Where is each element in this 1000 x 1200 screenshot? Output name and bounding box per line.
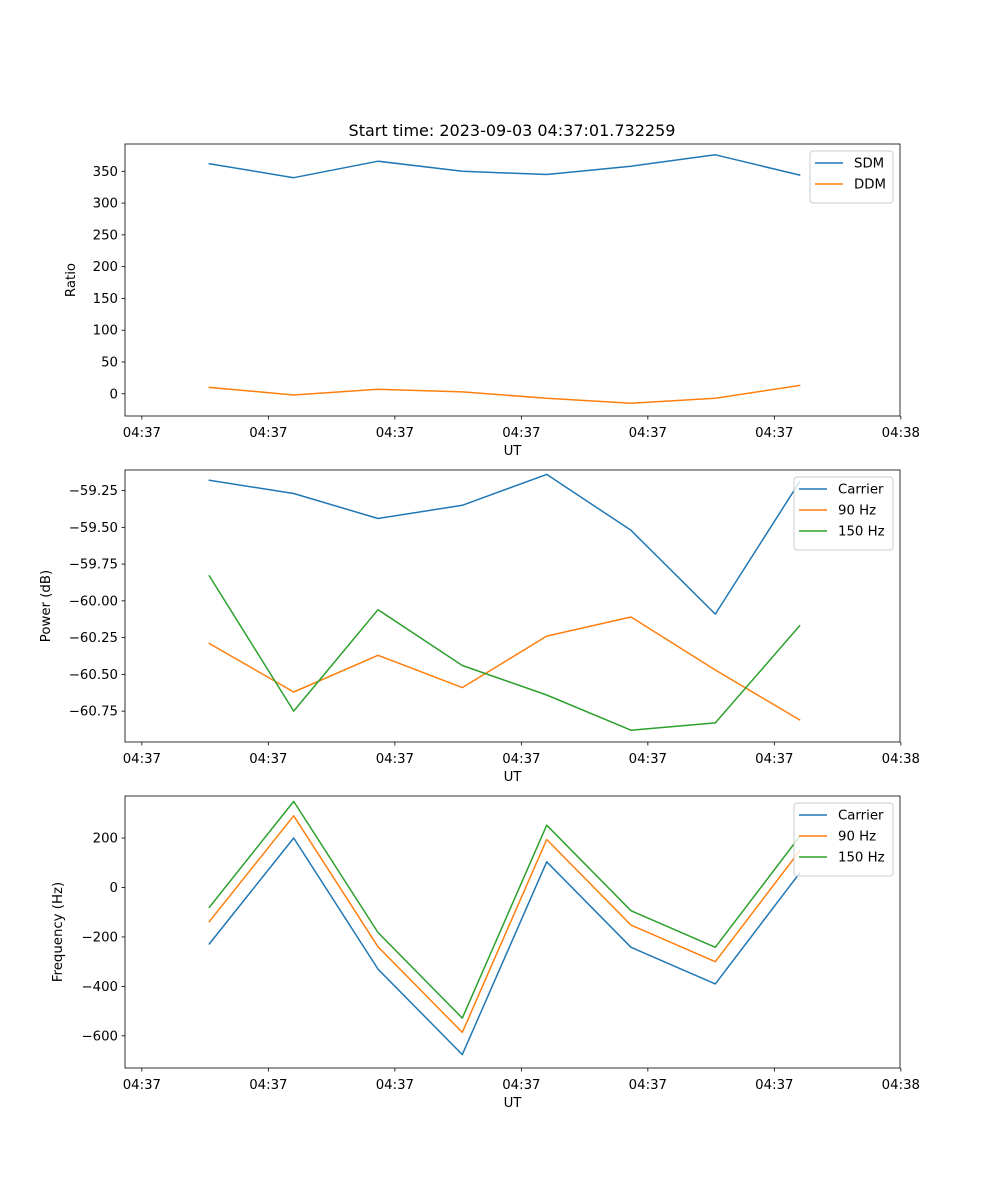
y-axis-label: Ratio bbox=[64, 263, 79, 297]
x-tick-label: 04:37 bbox=[249, 426, 287, 441]
y-axis-label: Power (dB) bbox=[39, 570, 54, 642]
series-line-ddm bbox=[208, 384, 801, 405]
series-line-150-hz bbox=[208, 800, 801, 1019]
x-tick-label: 04:37 bbox=[123, 752, 161, 767]
series-line-90-hz bbox=[208, 616, 801, 721]
x-axis-label: UT bbox=[504, 1096, 523, 1111]
x-tick-label: 04:37 bbox=[629, 752, 667, 767]
y-tick-label: −59.25 bbox=[69, 484, 118, 499]
x-tick-label: 04:37 bbox=[502, 1078, 540, 1093]
x-axis-label: UT bbox=[504, 444, 523, 459]
x-tick-label: 04:37 bbox=[376, 1078, 414, 1093]
x-tick-label: 04:37 bbox=[755, 426, 793, 441]
legend-label: Carrier bbox=[838, 483, 884, 498]
y-axis-label: Frequency (Hz) bbox=[51, 882, 66, 982]
x-tick-label: 04:37 bbox=[629, 1078, 667, 1093]
legend-label: 150 Hz bbox=[838, 851, 885, 866]
x-tick-label: 04:38 bbox=[882, 426, 920, 441]
x-tick-label: 04:37 bbox=[123, 1078, 161, 1093]
series-line-sdm bbox=[208, 154, 801, 179]
x-axis-label: UT bbox=[504, 770, 523, 785]
y-tick-label: 0 bbox=[110, 387, 118, 402]
y-tick-label: −59.75 bbox=[69, 558, 118, 573]
plot-frame bbox=[124, 143, 901, 417]
legend-label: SDM bbox=[854, 157, 884, 172]
x-tick-label: 04:37 bbox=[629, 426, 667, 441]
x-tick-label: 04:37 bbox=[249, 752, 287, 767]
y-tick-label: 150 bbox=[93, 292, 118, 307]
y-tick-label: −60.25 bbox=[69, 631, 118, 646]
figure-title: Start time: 2023-09-03 04:37:01.732259 bbox=[349, 121, 676, 140]
series-line-90-hz bbox=[208, 815, 801, 1034]
y-tick-label: −400 bbox=[81, 980, 118, 995]
x-tick-label: 04:37 bbox=[502, 752, 540, 767]
legend: Carrier 90 Hz 150 Hz bbox=[793, 802, 894, 877]
plot-frame bbox=[124, 795, 901, 1069]
y-tick-label: 200 bbox=[93, 260, 118, 275]
legend: SDM DDM bbox=[809, 150, 894, 204]
x-tick-label: 04:37 bbox=[755, 752, 793, 767]
y-tick-label: 300 bbox=[93, 197, 118, 212]
y-tick-label: 250 bbox=[93, 228, 118, 243]
legend-label: 90 Hz bbox=[838, 504, 876, 519]
y-tick-label: −59.50 bbox=[69, 521, 118, 536]
series-line-150-hz bbox=[208, 574, 801, 731]
chart-panel-1: 04:37 04:37 04:37 04:37 04:37 04:37 04:38 0 50 10… bbox=[64, 143, 920, 459]
legend-label: Carrier bbox=[838, 809, 884, 824]
y-tick-label: 350 bbox=[93, 165, 118, 180]
y-tick-label: −60.00 bbox=[69, 594, 118, 609]
y-tick-label: −200 bbox=[81, 930, 118, 945]
legend-label: 90 Hz bbox=[838, 830, 876, 845]
legend-label: DDM bbox=[854, 178, 886, 193]
legend-box bbox=[809, 150, 894, 204]
legend-label: 150 Hz bbox=[838, 525, 885, 540]
x-tick-label: 04:37 bbox=[502, 426, 540, 441]
x-tick-label: 04:37 bbox=[755, 1078, 793, 1093]
y-tick-label: 100 bbox=[93, 324, 118, 339]
x-tick-label: 04:37 bbox=[376, 752, 414, 767]
series-line-carrier bbox=[208, 837, 801, 1056]
y-tick-label: −600 bbox=[81, 1029, 118, 1044]
x-tick-label: 04:37 bbox=[123, 426, 161, 441]
legend: Carrier 90 Hz 150 Hz bbox=[793, 476, 894, 551]
y-tick-label: −60.50 bbox=[69, 668, 118, 683]
x-tick-label: 04:37 bbox=[249, 1078, 287, 1093]
x-tick-label: 04:38 bbox=[882, 752, 920, 767]
y-tick-label: 50 bbox=[101, 355, 118, 370]
chart-panel-2: 04:37 04:37 04:37 04:37 04:37 04:37 04:38 −60.7… bbox=[39, 469, 920, 785]
x-tick-label: 04:38 bbox=[882, 1078, 920, 1093]
series-line-carrier bbox=[208, 473, 801, 615]
y-tick-label: −60.75 bbox=[69, 705, 118, 720]
x-tick-label: 04:37 bbox=[376, 426, 414, 441]
y-tick-label: 200 bbox=[93, 832, 118, 847]
y-tick-label: 0 bbox=[110, 881, 118, 896]
plot-frame bbox=[124, 469, 901, 743]
chart-panel-3: 04:37 04:37 04:37 04:37 04:37 04:37 04:38 −600 −… bbox=[51, 795, 920, 1111]
